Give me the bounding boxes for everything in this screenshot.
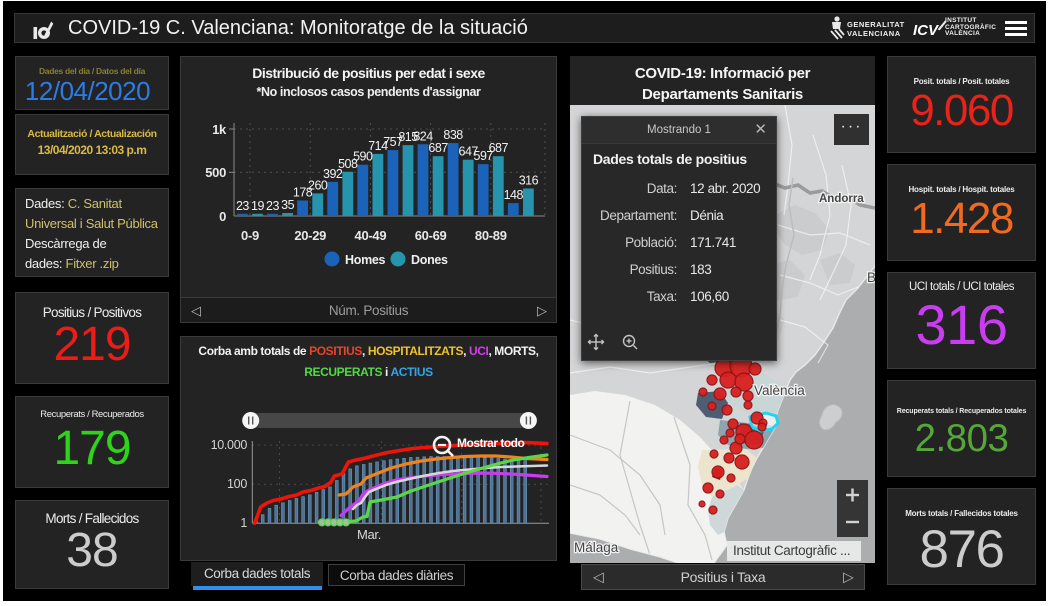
svg-text:0: 0 bbox=[219, 209, 226, 224]
svg-text:508: 508 bbox=[338, 157, 358, 171]
svg-text:Andorra: Andorra bbox=[819, 193, 864, 205]
svg-text:10.000: 10.000 bbox=[211, 438, 248, 452]
svg-text:500: 500 bbox=[205, 165, 226, 180]
svg-text:687: 687 bbox=[428, 141, 448, 155]
svg-text:23: 23 bbox=[266, 199, 279, 213]
svg-text:Homes: Homes bbox=[345, 253, 386, 267]
svg-text:València: València bbox=[754, 383, 805, 398]
svg-text:838: 838 bbox=[443, 128, 463, 142]
svg-text:1: 1 bbox=[240, 516, 247, 530]
svg-text:1k: 1k bbox=[212, 122, 227, 137]
svg-text:590: 590 bbox=[353, 150, 373, 164]
svg-text:148: 148 bbox=[504, 188, 524, 202]
svg-text:647: 647 bbox=[459, 145, 479, 159]
svg-text:316: 316 bbox=[519, 174, 539, 188]
svg-text:60-69: 60-69 bbox=[415, 228, 447, 243]
svg-text:260: 260 bbox=[308, 178, 328, 192]
svg-text:B: B bbox=[867, 270, 875, 285]
svg-text:23: 23 bbox=[236, 199, 249, 213]
svg-text:100: 100 bbox=[227, 477, 247, 491]
svg-text:687: 687 bbox=[489, 141, 509, 155]
svg-text:0-9: 0-9 bbox=[241, 228, 259, 243]
svg-text:Mostrar todo: Mostrar todo bbox=[457, 436, 525, 450]
svg-text:Málaga: Málaga bbox=[574, 540, 619, 555]
svg-text:20-29: 20-29 bbox=[294, 228, 326, 243]
svg-text:757: 757 bbox=[383, 135, 403, 149]
svg-text:824: 824 bbox=[413, 129, 433, 143]
svg-text:19: 19 bbox=[251, 199, 264, 213]
svg-text:40-49: 40-49 bbox=[355, 228, 387, 243]
svg-text:714: 714 bbox=[368, 139, 388, 153]
svg-text:178: 178 bbox=[293, 186, 313, 200]
svg-text:597: 597 bbox=[474, 149, 494, 163]
svg-text:Mar.: Mar. bbox=[357, 527, 381, 542]
svg-text:815: 815 bbox=[398, 130, 418, 144]
svg-text:392: 392 bbox=[323, 167, 343, 181]
svg-text:35: 35 bbox=[281, 198, 294, 212]
svg-text:Dones: Dones bbox=[411, 253, 448, 267]
svg-text:80-89: 80-89 bbox=[475, 228, 507, 243]
